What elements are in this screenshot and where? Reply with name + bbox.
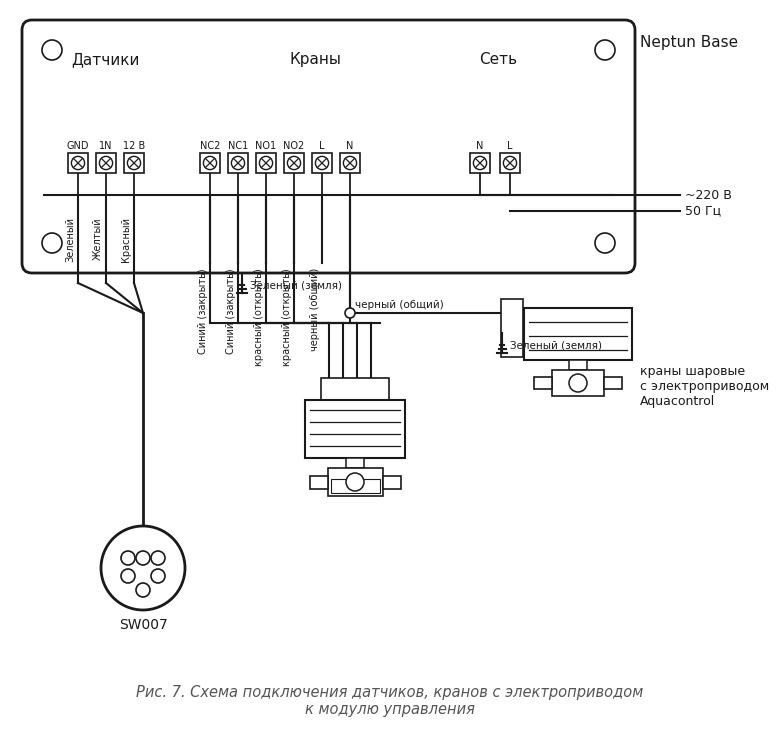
Text: Рис. 7. Схема подключения датчиков, кранов с электроприводом
к модулю управления: Рис. 7. Схема подключения датчиков, кран… <box>136 684 644 717</box>
Bar <box>604 377 622 389</box>
FancyBboxPatch shape <box>22 20 635 273</box>
Circle shape <box>473 157 487 169</box>
Bar <box>501 299 523 357</box>
Bar <box>305 400 405 458</box>
Text: NC2: NC2 <box>200 141 220 151</box>
Circle shape <box>121 551 135 565</box>
Bar <box>96 153 116 173</box>
Text: ~220 В: ~220 В <box>685 188 732 202</box>
Circle shape <box>260 157 272 169</box>
Bar <box>68 153 88 173</box>
Text: L: L <box>319 141 324 151</box>
Bar <box>124 153 144 173</box>
Circle shape <box>136 583 150 597</box>
Text: N: N <box>477 141 484 151</box>
Circle shape <box>42 40 62 60</box>
Circle shape <box>345 308 355 318</box>
Bar <box>328 468 382 496</box>
Bar <box>569 360 587 370</box>
Text: NO1: NO1 <box>255 141 277 151</box>
Bar <box>500 153 520 173</box>
Text: Neptun Base: Neptun Base <box>640 35 738 50</box>
Circle shape <box>99 157 112 169</box>
Bar <box>534 377 552 389</box>
Text: L: L <box>507 141 512 151</box>
Text: краны шаровые
с электроприводом
Aquacontrol: краны шаровые с электроприводом Aquacont… <box>640 365 769 408</box>
Text: Желтый: Желтый <box>93 218 103 261</box>
Circle shape <box>121 569 135 583</box>
Text: Красный: Красный <box>121 217 131 261</box>
Circle shape <box>595 40 615 60</box>
Text: Синий (закрыть): Синий (закрыть) <box>198 268 208 354</box>
Bar <box>321 378 389 400</box>
Bar <box>228 153 248 173</box>
Text: NO2: NO2 <box>283 141 305 151</box>
Bar <box>470 153 490 173</box>
Text: красный (открыть): красный (открыть) <box>282 268 292 366</box>
Text: Сеть: Сеть <box>479 52 517 67</box>
Text: 1N: 1N <box>99 141 113 151</box>
Circle shape <box>204 157 217 169</box>
Circle shape <box>346 473 364 491</box>
Text: красный (открыть): красный (открыть) <box>254 268 264 366</box>
Bar <box>382 475 400 489</box>
Circle shape <box>72 157 84 169</box>
Text: Датчики: Датчики <box>71 52 139 67</box>
Text: Зеленый (земля): Зеленый (земля) <box>510 340 602 350</box>
Text: GND: GND <box>67 141 89 151</box>
Bar <box>200 153 220 173</box>
Circle shape <box>569 374 587 392</box>
Bar <box>331 479 380 493</box>
Circle shape <box>315 157 328 169</box>
Circle shape <box>101 526 185 610</box>
Bar <box>312 153 332 173</box>
Bar <box>256 153 276 173</box>
Text: Зеленый (земля): Зеленый (земля) <box>250 280 342 290</box>
Text: 50 Гц: 50 Гц <box>685 205 722 218</box>
Text: NC1: NC1 <box>228 141 248 151</box>
Circle shape <box>595 233 615 253</box>
Bar <box>310 475 328 489</box>
Text: N: N <box>346 141 353 151</box>
Text: Краны: Краны <box>289 52 341 67</box>
Bar <box>524 308 632 360</box>
Circle shape <box>151 551 165 565</box>
Bar <box>284 153 304 173</box>
Text: Синий (закрыть): Синий (закрыть) <box>226 268 236 354</box>
Circle shape <box>287 157 300 169</box>
Circle shape <box>127 157 140 169</box>
Circle shape <box>136 551 150 565</box>
Text: черный (общий): черный (общий) <box>355 300 444 310</box>
Text: черный (общий): черный (общий) <box>310 268 320 351</box>
Circle shape <box>503 157 516 169</box>
Bar <box>552 370 604 396</box>
Text: 12 В: 12 В <box>123 141 145 151</box>
Circle shape <box>42 233 62 253</box>
Bar <box>340 153 360 173</box>
Circle shape <box>232 157 245 169</box>
Circle shape <box>343 157 356 169</box>
Circle shape <box>151 569 165 583</box>
Bar <box>346 458 364 468</box>
Text: Зеленый: Зеленый <box>65 217 75 261</box>
Text: SW007: SW007 <box>119 618 168 632</box>
